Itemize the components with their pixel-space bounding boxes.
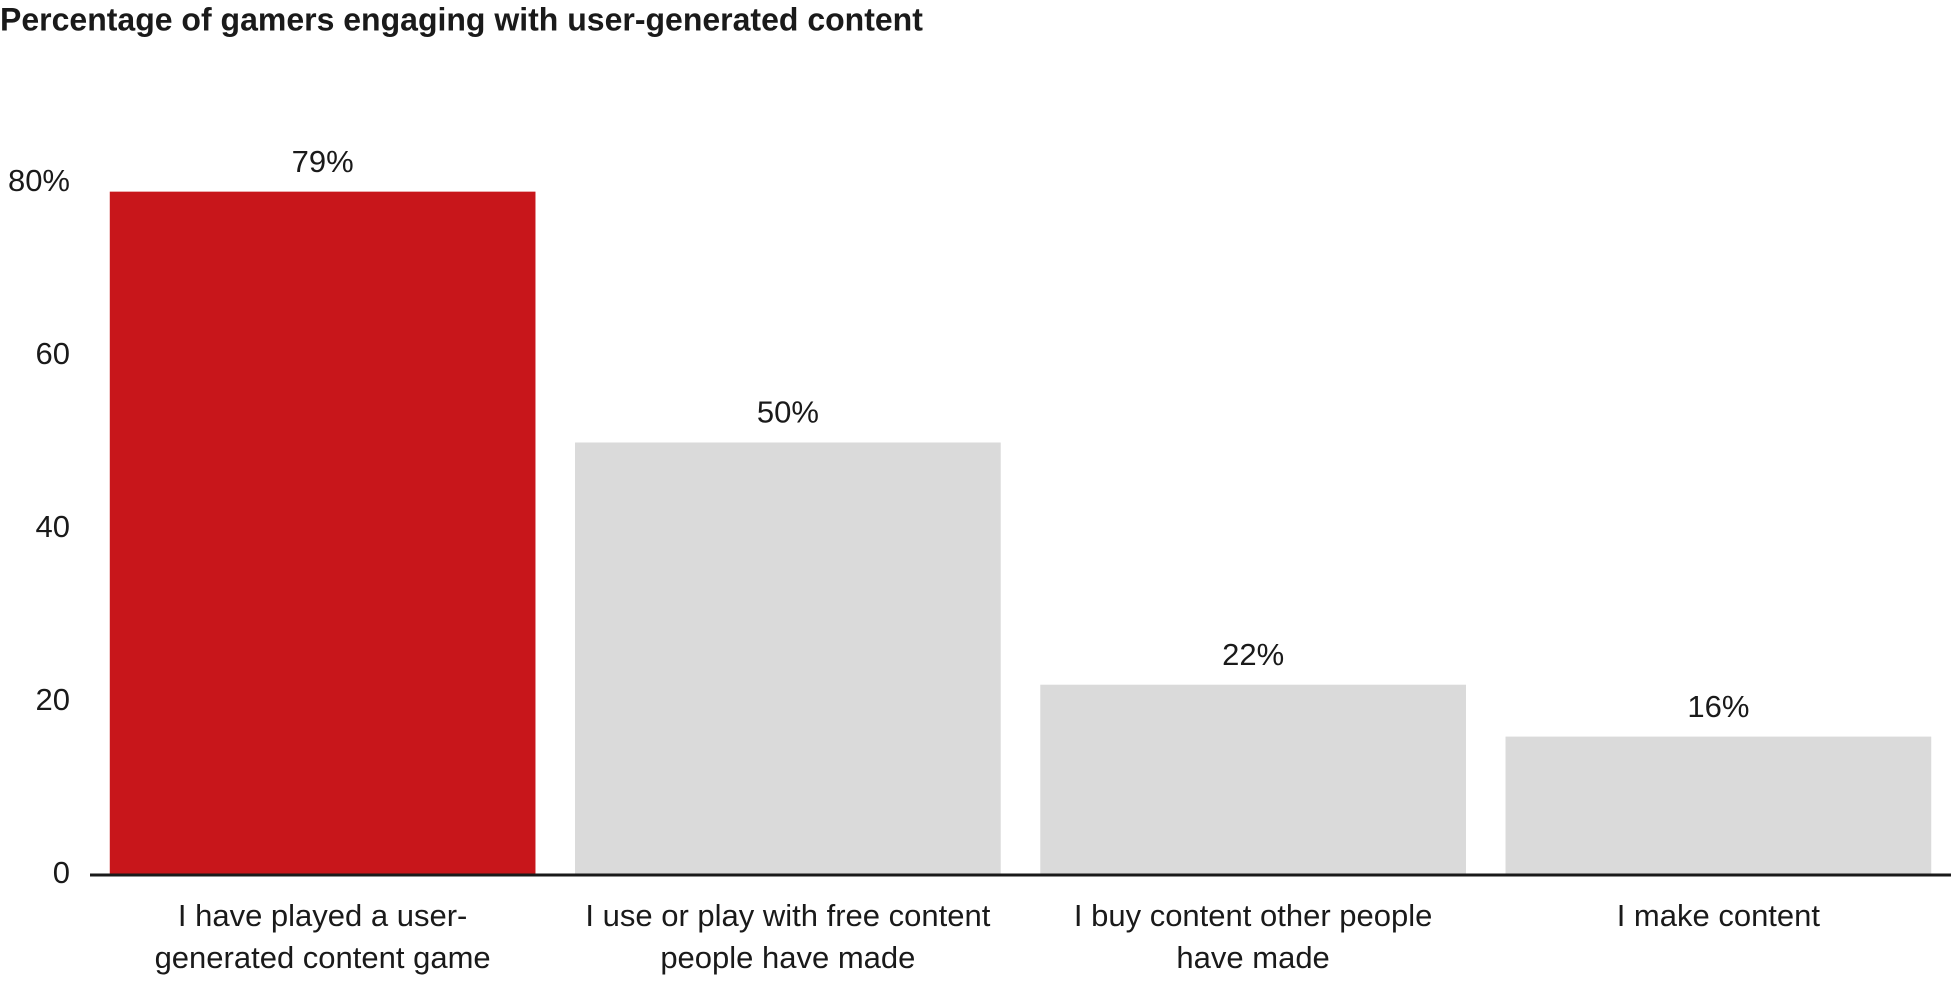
y-tick-label: 20 [36,682,70,717]
bar [575,442,1001,875]
y-tick-label: 0 [53,855,70,890]
bar [1505,736,1932,875]
bar [1040,684,1466,875]
chart-title: Percentage of gamers engaging with user-… [0,1,923,37]
value-label: 79% [292,144,354,179]
y-tick-label: 40 [36,509,70,544]
x-tick-label: I make content [1616,898,1821,933]
x-tick-label: I buy content other people have made [1073,898,1433,975]
value-label: 22% [1222,637,1284,672]
value-label: 16% [1687,689,1749,724]
y-tick-label: 80% [8,163,70,198]
value-label: 50% [757,395,819,430]
x-tick-label: I have played a user-generated content g… [154,898,491,975]
bar [109,191,536,875]
y-tick-label: 60 [36,336,70,371]
x-tick-label: I use or play with free content people h… [585,898,991,975]
